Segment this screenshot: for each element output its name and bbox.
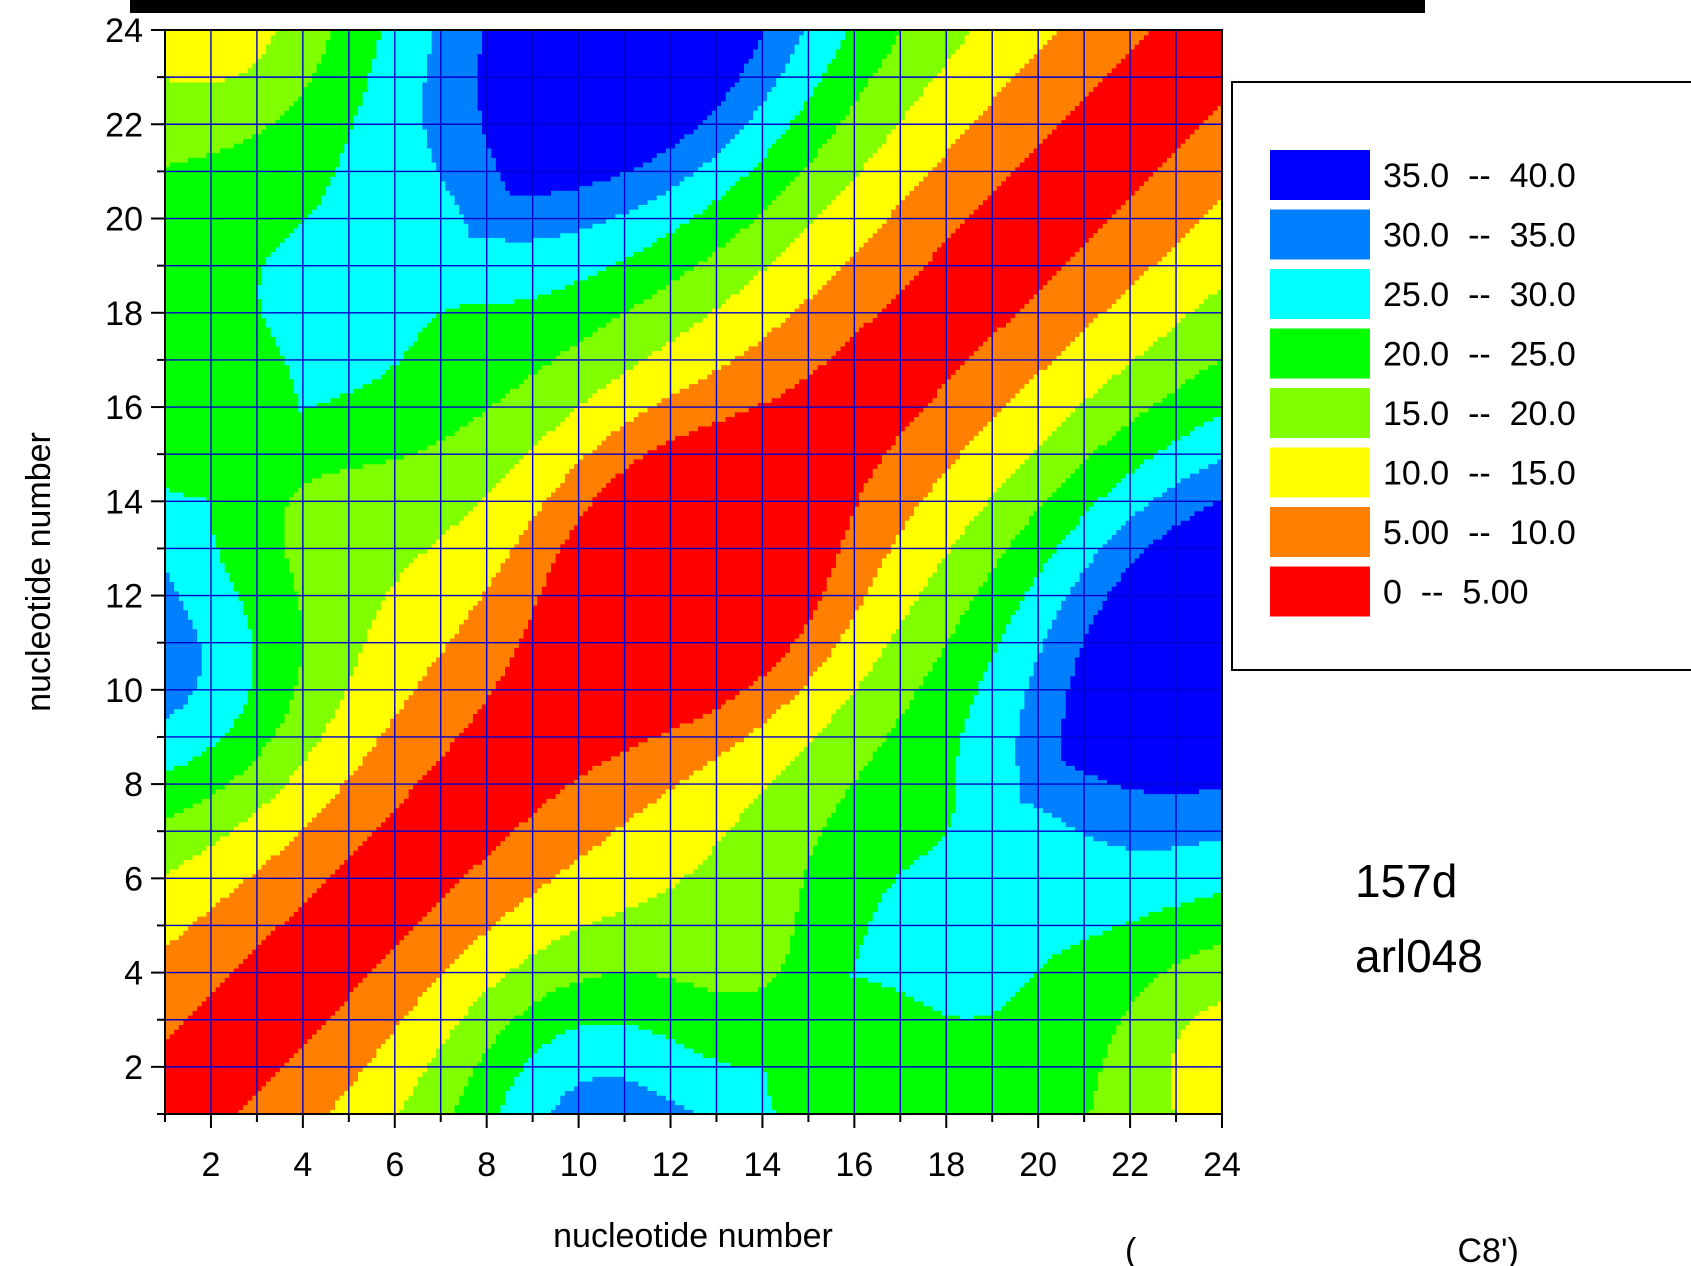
y-tick-label: 12 <box>105 578 143 616</box>
contour-fill-region <box>165 30 1223 1115</box>
x-tick-label: 10 <box>560 1146 598 1184</box>
x-tick-label: 24 <box>1203 1146 1241 1184</box>
x-tick-label: 2 <box>201 1146 220 1184</box>
legend-swatch <box>1270 448 1370 498</box>
y-tick-label: 20 <box>105 201 143 239</box>
legend-swatch <box>1270 507 1370 557</box>
y-tick-label: 6 <box>124 860 143 898</box>
x-tick-label: 14 <box>744 1146 782 1184</box>
x-tick-label: 16 <box>835 1146 873 1184</box>
x-tick-label: 8 <box>477 1146 496 1184</box>
y-tick-label: 2 <box>124 1049 143 1087</box>
y-tick-label: 22 <box>105 106 143 144</box>
legend-label: 0 -- 5.00 <box>1383 574 1529 612</box>
dataset-id-label: arl048 <box>1355 930 1483 982</box>
legend-swatch <box>1270 329 1370 379</box>
x-tick-label: 4 <box>293 1146 312 1184</box>
x-tick-label: 22 <box>1111 1146 1149 1184</box>
footer-fragment: ( C8') <box>1125 1232 1519 1266</box>
legend-label: 20.0 -- 25.0 <box>1383 336 1576 374</box>
legend-label: 5.00 -- 10.0 <box>1383 514 1576 552</box>
y-tick-label: 14 <box>105 483 143 521</box>
x-tick-label: 6 <box>385 1146 404 1184</box>
top-bar <box>130 0 1425 13</box>
legend-label: 15.0 -- 20.0 <box>1383 395 1576 433</box>
legend-swatch <box>1270 269 1370 319</box>
y-tick-label: 24 <box>105 12 143 50</box>
structure-id-label: 157d <box>1355 855 1457 907</box>
legend-label: 25.0 -- 30.0 <box>1383 276 1576 314</box>
legend-swatch <box>1270 567 1370 617</box>
x-tick-label: 18 <box>927 1146 965 1184</box>
y-tick-label: 18 <box>105 295 143 333</box>
x-tick-label: 12 <box>652 1146 690 1184</box>
y-tick-label: 8 <box>124 766 143 804</box>
y-tick-label: 16 <box>105 389 143 427</box>
y-tick-label: 4 <box>124 955 143 993</box>
legend-swatch <box>1270 210 1370 260</box>
legend-label: 30.0 -- 35.0 <box>1383 217 1576 255</box>
x-tick-label: 20 <box>1019 1146 1057 1184</box>
legend-swatch <box>1270 388 1370 438</box>
legend: 35.0 -- 40.0 30.0 -- 35.0 25.0 -- 30.0 20.0… <box>1232 82 1691 670</box>
legend-swatch <box>1270 150 1370 200</box>
legend-label: 35.0 -- 40.0 <box>1383 157 1576 195</box>
y-axis-title: nucleotide number <box>20 432 58 712</box>
legend-label: 10.0 -- 15.0 <box>1383 455 1576 493</box>
x-axis-title: nucleotide number <box>553 1217 833 1255</box>
y-tick-label: 10 <box>105 672 143 710</box>
